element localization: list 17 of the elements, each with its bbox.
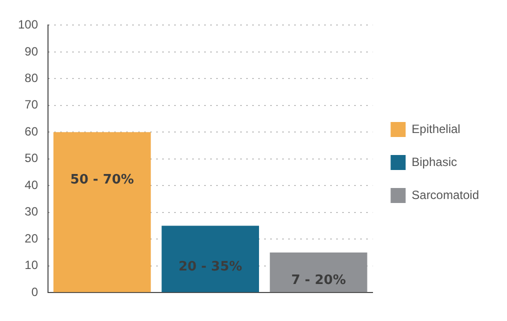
y-tick-label: 70 <box>24 98 38 112</box>
y-tick-label: 90 <box>24 44 38 58</box>
y-tick-label: 80 <box>24 70 38 85</box>
legend-label: Biphasic <box>412 154 457 169</box>
y-tick-label: 100 <box>18 18 38 32</box>
y-tick-label: 40 <box>24 178 38 192</box>
y-tick-label: 50 <box>24 151 38 166</box>
y-tick-label: 10 <box>24 258 38 272</box>
annotation: 50 - 70% <box>70 172 134 188</box>
annotation: 20 - 35% <box>178 260 242 275</box>
y-tick-label: 20 <box>24 231 38 246</box>
y-tick-label: 0 <box>31 284 38 299</box>
y-tick-label: 30 <box>24 204 38 219</box>
legend-label: Sarcomatoid <box>412 188 480 202</box>
annotation: 7 - 20% <box>291 272 346 288</box>
legend-label: Epithelial <box>412 122 460 136</box>
y-tick-label: 60 <box>24 124 38 138</box>
